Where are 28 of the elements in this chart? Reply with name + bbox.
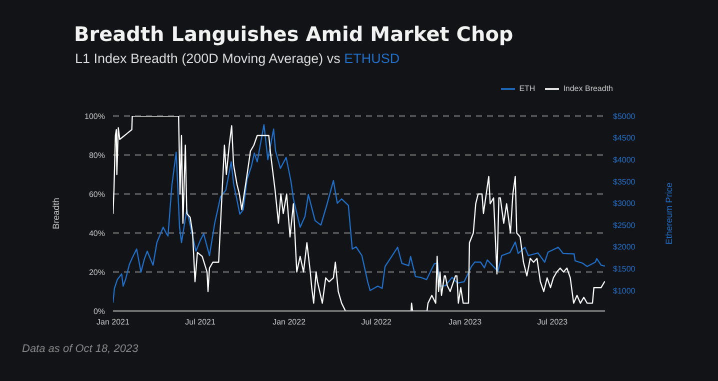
x-tick-label: Jul 2021	[185, 318, 216, 327]
y2-tick-label: $1000	[613, 286, 636, 296]
x-tick-label: Jul 2023	[537, 318, 568, 327]
chart-subtitle: L1 Index Breadth (200D Moving Average) vs ETHUSD	[75, 51, 400, 66]
legend-label: ETH	[519, 84, 536, 94]
y2-tick-label: $2500	[613, 220, 636, 230]
y-tick-label: 20%	[88, 268, 105, 277]
y-tick-label: 40%	[88, 228, 105, 238]
x-tick-label: Jan 2021	[96, 318, 130, 327]
y2-tick-label: $3500	[613, 177, 636, 186]
y2-tick-label: $5000	[613, 112, 636, 121]
y2-tick-label: $4500	[613, 134, 636, 143]
chart-title: Breadth Languishes Amid Market Chop	[74, 22, 514, 46]
y2-axis-title: Ethereum Price	[664, 182, 674, 245]
x-tick-label: Jan 2022	[272, 318, 306, 327]
y2-tick-label: $4000	[613, 155, 636, 164]
y2-tick-label: $1500	[613, 264, 636, 274]
x-tick-label: Jul 2022	[361, 318, 392, 327]
y2-tick-label: $2000	[613, 242, 636, 252]
y-tick-label: 100%	[84, 112, 105, 121]
y-axis-title: Breadth	[51, 198, 62, 230]
legend-label: Index Breadth	[563, 84, 613, 94]
y2-tick-label: $3000	[613, 199, 636, 208]
y-tick-label: 60%	[88, 190, 105, 199]
y-tick-label: 0%	[93, 306, 105, 316]
x-tick-label: Jan 2023	[448, 318, 482, 327]
text: Data as of Oct 18, 2023	[22, 343, 138, 355]
y-tick-label: 80%	[88, 150, 105, 160]
